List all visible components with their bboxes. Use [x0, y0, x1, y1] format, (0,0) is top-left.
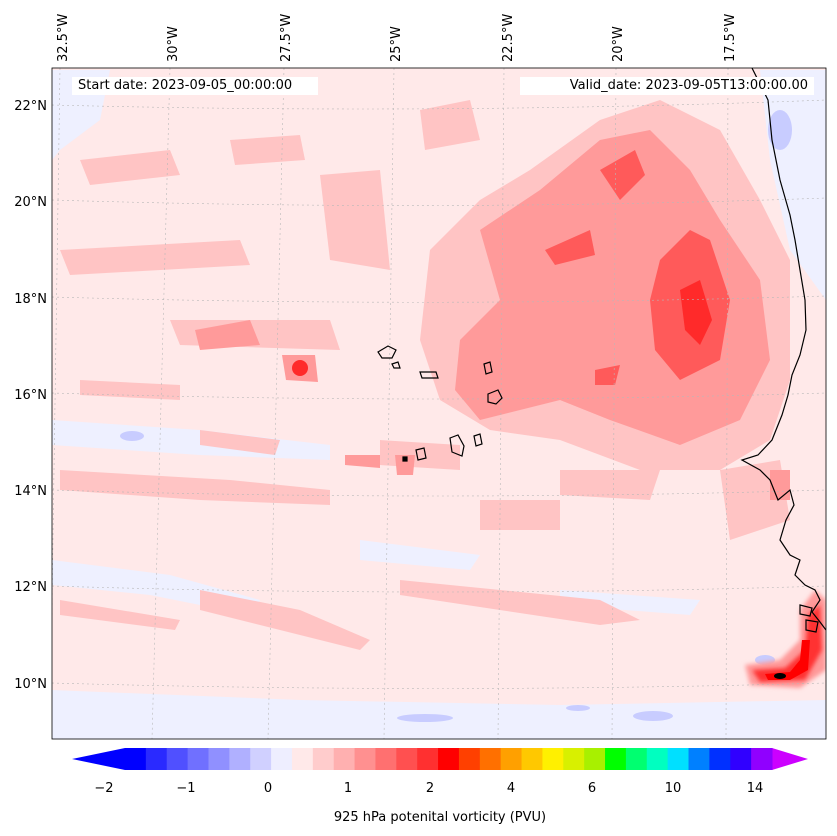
lat-label: 20°N: [14, 195, 47, 210]
colorbar-swatch: [646, 748, 669, 770]
lat-label: 10°N: [14, 677, 47, 692]
colorbar-swatch: [521, 748, 543, 770]
lon-label: 22.5°W: [501, 14, 516, 62]
lat-label: 14°N: [14, 484, 47, 499]
colorbar-swatch: [625, 748, 648, 770]
colorbar-tick: 2: [426, 781, 434, 796]
map-frame: [51, 67, 827, 740]
pv-field-plot: [52, 68, 826, 739]
colorbar-swatch: [354, 748, 376, 770]
lat-label: 18°N: [14, 292, 47, 307]
colorbar-swatch: [229, 748, 251, 770]
lon-label: 20°W: [611, 26, 626, 62]
colorbar-tick: −1: [176, 781, 195, 796]
colorbar-tick: 0: [264, 781, 272, 796]
colorbar-swatch: [667, 748, 690, 770]
colorbar-swatch: [730, 748, 752, 770]
african-coastline: [740, 68, 826, 633]
colorbar-swatch: [605, 748, 627, 770]
negative-spots: [120, 110, 792, 722]
valid-date-label: Valid_date: 2023-09-05T13:00:00.00: [520, 77, 814, 95]
colorbar: −2 −1 0 1 2 4 6 10 14 925 hPa potenital …: [72, 748, 808, 825]
colorbar-swatch: [208, 748, 230, 770]
lat-label: 16°N: [14, 388, 47, 403]
colorbar-swatch: [145, 748, 168, 770]
colorbar-swatch: [542, 748, 564, 770]
lon-label: 32.5°W: [56, 14, 71, 62]
colorbar-extend-low: [72, 748, 125, 770]
colorbar-tick: 6: [588, 781, 596, 796]
colorbar-ticks: −2 −1 0 1 2 4 6 10 14: [94, 781, 763, 796]
colorbar-swatch: [291, 748, 314, 770]
colorbar-swatch: [563, 748, 585, 770]
colorbar-swatch: [271, 748, 293, 770]
start-date-label: Start date: 2023-09-05_00:00:00: [72, 77, 318, 95]
longitude-labels: 32.5°W 30°W 27.5°W 25°W 22.5°W 20°W 17.5…: [56, 14, 738, 62]
colorbar-swatch: [312, 748, 335, 770]
colorbar-extend-high: [772, 748, 808, 770]
colorbar-swatch: [125, 748, 147, 770]
colorbar-swatch: [417, 748, 439, 770]
colorbar-swatch: [396, 748, 418, 770]
colorbar-swatch: [250, 748, 272, 770]
colorbar-tick: 1: [344, 781, 352, 796]
weak-positive-regions: [60, 100, 790, 650]
cape-verde-islands: [377, 345, 503, 462]
lon-label: 30°W: [166, 26, 181, 62]
graticule: [52, 68, 826, 739]
colorbar-swatch: [500, 748, 523, 770]
coastal-pv-maximum: [745, 590, 826, 688]
lat-label: 22°N: [14, 99, 47, 114]
peak-positive-region: [292, 280, 712, 376]
colorbar-swatch: [458, 748, 481, 770]
lon-label: 17.5°W: [723, 14, 738, 62]
colorbar-swatch: [688, 748, 710, 770]
colorbar-swatch: [375, 748, 397, 770]
lat-label: 12°N: [14, 580, 47, 595]
colorbar-tick: −2: [94, 781, 113, 796]
colorbar-swatch: [166, 748, 189, 770]
colorbar-swatch: [584, 748, 606, 770]
lon-label: 27.5°W: [279, 14, 294, 62]
colorbar-swatch: [751, 748, 773, 770]
colorbar-swatch: [479, 748, 502, 770]
colorbar-title: 925 hPa potenital vorticity (PVU): [334, 810, 546, 825]
colorbar-tick: 4: [507, 781, 515, 796]
colorbar-tick: 14: [747, 781, 764, 796]
colorbar-swatch: [438, 748, 460, 770]
colorbar-swatch: [333, 748, 356, 770]
colorbar-tick: 10: [665, 781, 682, 796]
latitude-labels: 22°N 20°N 18°N 16°N 14°N 12°N 10°N: [14, 99, 47, 692]
colorbar-segments: [125, 748, 773, 770]
lon-label: 25°W: [389, 26, 404, 62]
colorbar-swatch: [187, 748, 209, 770]
colorbar-swatch: [709, 748, 731, 770]
